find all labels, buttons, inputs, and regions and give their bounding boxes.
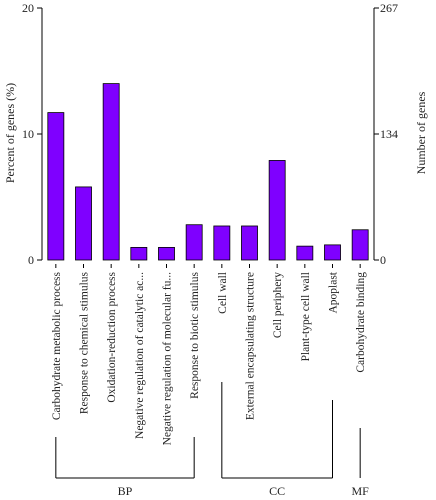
y2-tick-label: 134: [380, 127, 398, 141]
bar: [296, 245, 314, 261]
x-tick-label: Cell wall: [217, 272, 229, 314]
groups: BP CC MF: [55, 382, 369, 498]
x-tick-label: Negative regulation of molecular fu...: [162, 272, 174, 446]
group-label: MF: [351, 484, 369, 498]
x-tick-label: Oxidation-reduction process: [106, 271, 118, 402]
y-tick-label: 10: [22, 127, 34, 141]
x-tick-label: Response to biotic stimulus: [189, 271, 201, 398]
bar: [75, 186, 92, 261]
x-tick-label: Response to chemical stimulus: [79, 271, 91, 414]
ticks: 0 0 10 134 20 267: [22, 1, 398, 267]
y-tick-label: 0: [28, 253, 34, 267]
bar: [47, 112, 65, 261]
bar: [351, 229, 369, 261]
x-tick-label: Plant-type cell wall: [300, 272, 312, 361]
group-label: CC: [269, 484, 285, 498]
bar: [102, 83, 120, 261]
x-tick-label: Cell periphery: [272, 272, 284, 338]
y-axis-label: Percent of genes (%): [3, 83, 17, 183]
x-tick-label: Apoplast: [328, 271, 340, 313]
bar: [130, 246, 148, 261]
y2-tick-label: 0: [380, 253, 386, 267]
bar: [158, 246, 175, 261]
bar: [241, 225, 258, 261]
y2-tick-label: 267: [380, 1, 398, 15]
group-label: BP: [118, 484, 133, 498]
bar: [213, 225, 231, 261]
y2-axis-label: Number of genes: [414, 91, 428, 174]
bars: [47, 83, 369, 261]
category-labels: Carbohydrate metabolic process Response t…: [51, 264, 367, 445]
x-tick-label: External encapsulating structure: [245, 272, 257, 420]
x-tick-label: Carbohydrate metabolic process: [51, 271, 63, 420]
bar: [268, 160, 286, 261]
y-tick-label: 20: [22, 1, 34, 15]
x-tick-label: Negative regulation of catalytic ac...: [134, 272, 146, 439]
bar: [185, 224, 203, 261]
bar: [324, 244, 341, 261]
x-tick-label: Carbohydrate binding: [355, 272, 367, 373]
